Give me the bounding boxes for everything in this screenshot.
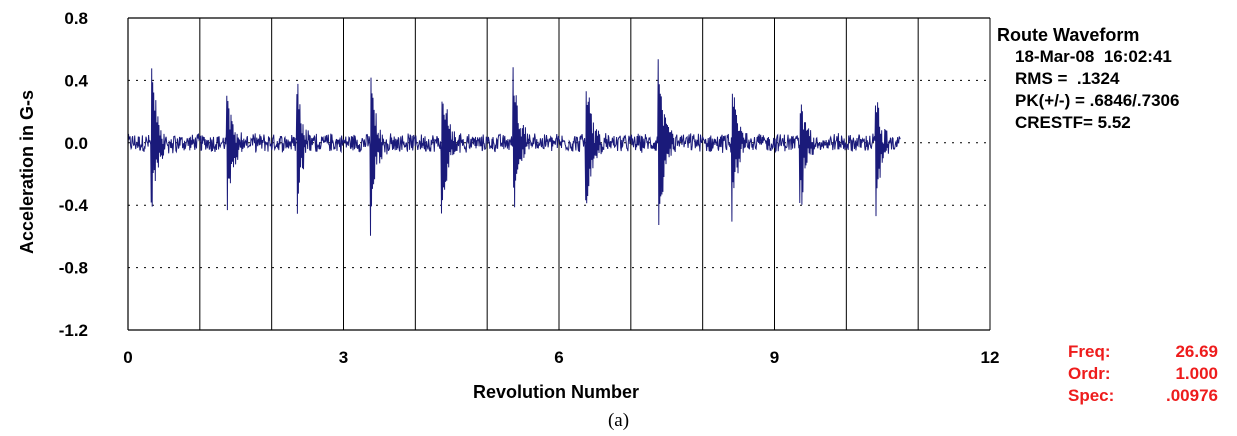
info-rms: RMS = .1324	[1015, 69, 1120, 88]
ordr-value: 1.000	[1175, 364, 1218, 383]
grid-layer	[128, 18, 990, 330]
x-tick-label: 12	[981, 348, 1000, 367]
x-axis-title: Revolution Number	[473, 382, 639, 402]
freq-label: Freq:	[1068, 342, 1111, 361]
info-crest-factor: CRESTF= 5.52	[1015, 113, 1131, 132]
spec-label: Spec:	[1068, 386, 1115, 405]
ordr-label: Ordr:	[1068, 364, 1111, 383]
y-tick-label: -0.8	[59, 259, 88, 278]
x-tick-label: 0	[123, 348, 132, 367]
x-tick-label: 9	[770, 348, 779, 367]
cursor-freq-row: Freq: 26.69	[1068, 341, 1218, 363]
cursor-order-row: Ordr: 1.000	[1068, 363, 1218, 385]
x-tick-label: 6	[554, 348, 563, 367]
y-tick-label: -0.4	[59, 196, 89, 215]
waveform-series	[127, 59, 901, 236]
y-tick-label: -1.2	[59, 321, 88, 340]
cursor-spec-row: Spec: .00976	[1068, 385, 1218, 407]
y-tick-label: 0.0	[64, 134, 88, 153]
waveform-line	[127, 59, 901, 236]
tick-labels: 0.8 0.4 0.0 -0.4 -0.8 -1.2 0 3 6 9 12	[59, 9, 1000, 367]
x-tick-label: 3	[339, 348, 348, 367]
info-title: Route Waveform	[997, 25, 1140, 45]
y-axis-title: Acceleration in G-s	[17, 90, 37, 254]
freq-value: 26.69	[1175, 342, 1218, 361]
figure-caption: (a)	[607, 410, 630, 431]
info-datetime: 18-Mar-08 16:02:41	[1015, 47, 1172, 66]
y-tick-label: 0.4	[64, 71, 88, 90]
info-peak: PK(+/-) = .6846/.7306	[1015, 91, 1180, 110]
spec-value: .00976	[1166, 386, 1218, 405]
y-tick-label: 0.8	[64, 9, 88, 28]
cursor-readout: Freq: 26.69 Ordr: 1.000 Spec: .00976	[1068, 341, 1218, 407]
waveform-info-panel: Route Waveform 18-Mar-08 16:02:41 RMS = …	[997, 24, 1179, 134]
plot-frame	[127, 17, 991, 331]
